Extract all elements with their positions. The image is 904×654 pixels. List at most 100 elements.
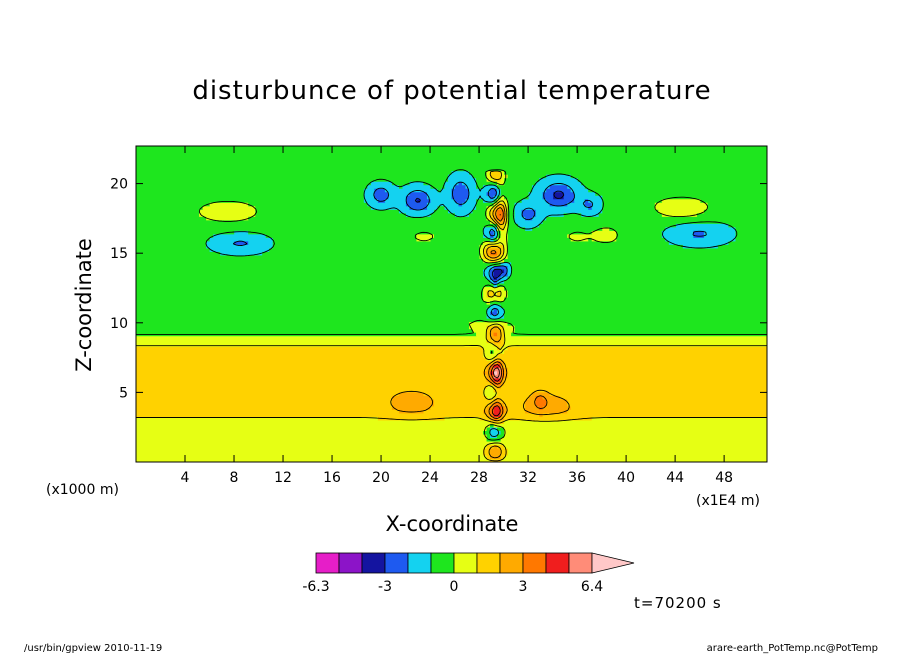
field-cell <box>269 247 481 252</box>
field-cell <box>493 272 502 277</box>
field-cell <box>262 251 481 256</box>
field-cell <box>563 212 582 217</box>
field-cell <box>504 409 509 414</box>
plot-frame <box>135 145 768 463</box>
field-cell <box>504 363 767 368</box>
field-cell <box>616 230 663 235</box>
field-cell <box>433 233 484 238</box>
field-cell <box>717 244 767 249</box>
colorbar-swatch <box>315 552 340 574</box>
field-cell <box>136 342 495 347</box>
field-cell <box>493 367 502 372</box>
colorbar-arrow <box>591 552 635 574</box>
field-cell <box>486 275 491 281</box>
x-tick-label: 20 <box>372 470 390 486</box>
x-tick-label: 8 <box>230 470 239 486</box>
field-cell <box>528 195 544 200</box>
field-cell <box>486 293 495 298</box>
field-cell <box>486 177 495 182</box>
field-cell <box>419 198 432 203</box>
field-cell <box>486 289 495 295</box>
field-cell <box>595 191 767 196</box>
field-cell <box>476 184 484 189</box>
field-cell <box>391 398 435 403</box>
field-cell <box>546 198 575 203</box>
field-cell <box>416 233 435 238</box>
field-cell <box>518 223 540 228</box>
field-cell <box>500 381 505 386</box>
y-tick-label: 15 <box>110 246 128 262</box>
field-cell <box>136 205 204 210</box>
field-cell <box>658 209 705 214</box>
field-cell <box>497 251 502 256</box>
field-cell <box>483 293 488 298</box>
field-cell <box>504 433 767 439</box>
field-cell <box>539 177 579 182</box>
field-cell <box>199 209 256 214</box>
field-cell <box>220 251 263 256</box>
field-cell <box>497 293 502 298</box>
field-cell <box>507 174 547 179</box>
field-cell <box>504 332 512 337</box>
field-cell <box>539 223 677 228</box>
field-cell <box>476 177 488 182</box>
field-cell <box>546 216 767 221</box>
footer-right: arare-earth_PotTemp.nc@PotTemp <box>706 643 878 654</box>
field-cell <box>367 184 400 189</box>
field-cell <box>391 402 435 407</box>
field-cell <box>588 205 593 210</box>
field-cell <box>479 244 488 249</box>
field-cell <box>507 254 767 259</box>
field-cell <box>507 212 516 217</box>
field-cell <box>248 202 368 207</box>
field-cell <box>588 198 603 203</box>
field-cell <box>483 451 491 456</box>
field-cell <box>486 251 491 256</box>
field-cell <box>136 216 207 221</box>
field-cell <box>136 272 484 277</box>
field-cell <box>504 202 509 207</box>
field-cell <box>542 191 554 196</box>
field-cell <box>616 237 666 242</box>
field-cell <box>504 342 767 347</box>
field-cell <box>567 184 586 189</box>
colorbar-label: 3 <box>519 579 528 595</box>
field-cell <box>234 240 249 245</box>
field-cell <box>504 328 516 333</box>
field-cell <box>416 198 421 203</box>
field-cell <box>504 314 767 319</box>
field-cell <box>136 230 235 235</box>
x-axis-unit: (x1000 m) <box>46 482 119 498</box>
field-cell <box>490 170 502 175</box>
field-cell <box>426 195 453 200</box>
field-cell <box>444 181 460 186</box>
field-cell <box>514 219 544 224</box>
field-cell <box>493 195 498 200</box>
field-cell <box>497 325 505 330</box>
field-cell <box>136 318 767 323</box>
field-cell <box>507 405 526 410</box>
field-cell <box>654 202 708 207</box>
field-cell <box>553 191 565 196</box>
field-cell <box>490 458 502 462</box>
field-cell <box>514 212 523 217</box>
field-cell <box>563 195 575 200</box>
field-cell <box>433 398 495 403</box>
field-cell <box>490 275 495 281</box>
field-cell <box>577 177 767 182</box>
field-cell <box>136 314 488 319</box>
field-cell <box>497 223 505 228</box>
field-cell <box>507 244 684 249</box>
field-cell <box>136 254 481 259</box>
field-cell <box>507 237 572 242</box>
field-cell <box>430 212 456 217</box>
contour-line <box>205 169 738 438</box>
field-cell <box>483 240 509 245</box>
field-cell <box>728 240 767 245</box>
field-cell <box>462 202 477 207</box>
field-cell <box>504 370 509 375</box>
field-cell <box>504 339 767 344</box>
field-cell <box>581 212 600 217</box>
field-cell <box>486 339 495 344</box>
field-cell <box>465 184 477 189</box>
